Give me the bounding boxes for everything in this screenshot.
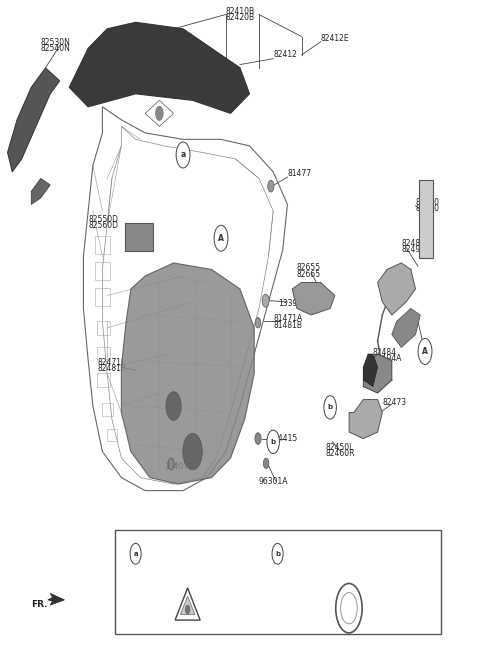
- Ellipse shape: [341, 592, 357, 624]
- Ellipse shape: [264, 458, 269, 468]
- Text: 82460R: 82460R: [325, 449, 355, 458]
- Ellipse shape: [183, 434, 202, 470]
- Text: 82496R: 82496R: [401, 245, 431, 255]
- Ellipse shape: [272, 543, 283, 564]
- Text: 96301A: 96301A: [259, 477, 288, 486]
- Text: b: b: [275, 551, 280, 557]
- Text: 82481R: 82481R: [97, 365, 127, 373]
- Text: 1731JF: 1731JF: [294, 556, 320, 564]
- Polygon shape: [8, 68, 60, 172]
- Polygon shape: [392, 308, 420, 348]
- Text: 82410B: 82410B: [226, 7, 254, 16]
- Text: 82471L: 82471L: [97, 358, 126, 367]
- Text: 82665: 82665: [297, 270, 321, 279]
- Text: A: A: [218, 234, 224, 243]
- FancyBboxPatch shape: [125, 222, 153, 251]
- Text: FR.: FR.: [31, 600, 48, 609]
- FancyBboxPatch shape: [420, 180, 433, 258]
- Polygon shape: [363, 354, 378, 386]
- Text: 96111A: 96111A: [152, 549, 181, 558]
- Text: 82550D: 82550D: [88, 215, 118, 224]
- Text: 82486L: 82486L: [401, 239, 430, 248]
- Ellipse shape: [268, 180, 274, 192]
- Text: 82450L: 82450L: [325, 443, 354, 451]
- Polygon shape: [292, 283, 335, 315]
- Polygon shape: [31, 178, 50, 205]
- Polygon shape: [363, 354, 392, 393]
- Text: a: a: [133, 551, 138, 557]
- Text: 81471A: 81471A: [273, 314, 302, 323]
- Ellipse shape: [185, 605, 190, 614]
- Ellipse shape: [156, 106, 163, 121]
- Polygon shape: [349, 400, 383, 439]
- Text: 82412E: 82412E: [321, 34, 349, 43]
- Ellipse shape: [255, 433, 261, 444]
- Text: 82473: 82473: [383, 398, 407, 407]
- Text: 94415: 94415: [273, 434, 298, 443]
- Text: 82655: 82655: [297, 263, 321, 272]
- Text: 81320: 81320: [416, 205, 440, 213]
- Text: 82494A: 82494A: [373, 354, 402, 363]
- Text: 82484: 82484: [373, 348, 397, 357]
- Text: b: b: [327, 404, 333, 411]
- Text: 82412: 82412: [273, 51, 297, 59]
- Text: A: A: [422, 347, 428, 356]
- Text: 91971R: 91971R: [294, 565, 324, 575]
- Ellipse shape: [324, 396, 336, 419]
- Ellipse shape: [267, 430, 279, 453]
- Polygon shape: [180, 596, 195, 615]
- Text: a: a: [180, 150, 186, 159]
- Text: 11407: 11407: [164, 462, 188, 471]
- Text: 81477: 81477: [288, 169, 312, 178]
- Ellipse shape: [130, 543, 141, 564]
- Polygon shape: [175, 588, 200, 620]
- Ellipse shape: [262, 294, 269, 307]
- Ellipse shape: [176, 142, 190, 168]
- FancyBboxPatch shape: [115, 529, 441, 634]
- Ellipse shape: [214, 225, 228, 251]
- Text: 82530N: 82530N: [41, 38, 71, 47]
- Ellipse shape: [166, 392, 181, 420]
- Polygon shape: [69, 22, 250, 113]
- Polygon shape: [121, 263, 254, 484]
- Ellipse shape: [255, 318, 261, 328]
- Text: 1339CC: 1339CC: [278, 298, 308, 308]
- Polygon shape: [145, 100, 174, 127]
- Ellipse shape: [418, 338, 432, 365]
- Text: b: b: [271, 439, 276, 445]
- Text: 82540N: 82540N: [41, 45, 71, 53]
- Polygon shape: [48, 594, 64, 605]
- Polygon shape: [378, 263, 416, 315]
- Text: 82560D: 82560D: [88, 221, 118, 230]
- Ellipse shape: [336, 583, 362, 633]
- Text: 82420B: 82420B: [226, 13, 254, 22]
- Text: 81310: 81310: [416, 198, 440, 207]
- Ellipse shape: [168, 458, 174, 470]
- Text: 81481B: 81481B: [273, 321, 302, 330]
